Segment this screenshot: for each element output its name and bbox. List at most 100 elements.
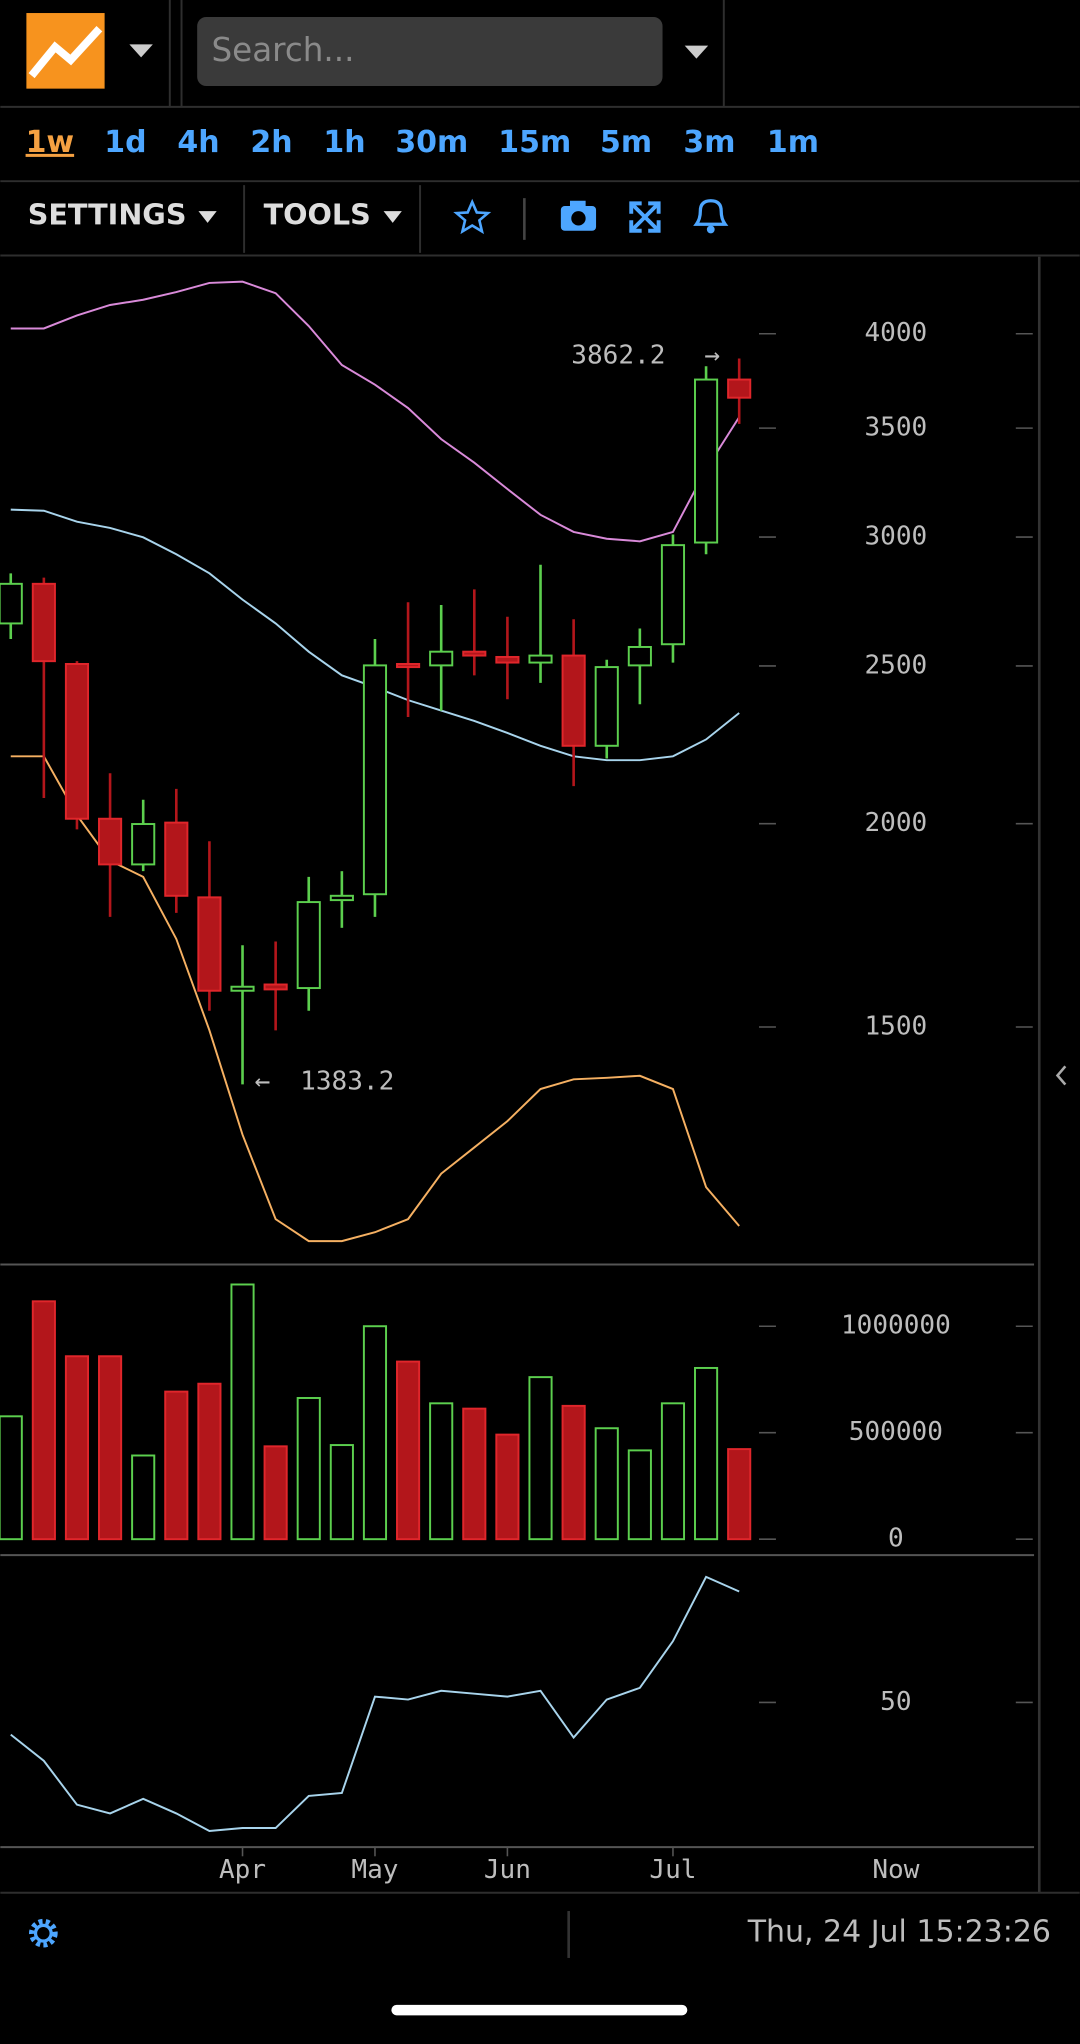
candle-body bbox=[727, 378, 752, 399]
settings-gear[interactable] bbox=[28, 1918, 58, 1948]
candle-body bbox=[31, 582, 56, 663]
y-tick-label: 3500 bbox=[864, 413, 927, 443]
timeframe-bar: 1w 1d 4h 2h 1h 30m 15m 5m 3m 1m bbox=[26, 125, 819, 160]
candle-body bbox=[660, 544, 686, 646]
volume-bar bbox=[561, 1404, 586, 1541]
volume-bar bbox=[329, 1444, 354, 1541]
timeframe-option[interactable]: 15m bbox=[498, 125, 571, 160]
band-line bbox=[10, 755, 740, 1243]
candle-body bbox=[561, 654, 586, 747]
candle-body bbox=[164, 821, 189, 897]
candle-body bbox=[694, 378, 719, 544]
volume-bar bbox=[31, 1300, 56, 1541]
alert-icon[interactable] bbox=[693, 199, 729, 234]
y-tick-label: 2000 bbox=[864, 808, 927, 838]
band-line bbox=[10, 280, 741, 543]
y-tick-label: 1000000 bbox=[841, 1311, 951, 1341]
menu-tools[interactable]: TOOLS bbox=[264, 197, 371, 231]
volume-bar bbox=[627, 1449, 652, 1541]
y-tick-label: 4000 bbox=[864, 318, 927, 348]
plot-area: 1500 2000 2500 3000 3500 4000 Apr May Jun Jul 0 500… bbox=[0, 280, 1033, 1885]
candle-body bbox=[495, 655, 520, 664]
x-end-label: Now bbox=[872, 1855, 919, 1885]
candle-body bbox=[396, 662, 421, 669]
volume-bar bbox=[694, 1366, 719, 1541]
volume-bar bbox=[64, 1355, 90, 1541]
dropdown-arrow bbox=[383, 211, 402, 223]
y-tick-label: 2500 bbox=[864, 650, 927, 680]
volume-bar bbox=[131, 1454, 156, 1541]
candle-body bbox=[462, 650, 487, 657]
candle-body bbox=[64, 662, 90, 820]
x-tick-label: Jul bbox=[649, 1855, 696, 1885]
search-box[interactable] bbox=[197, 16, 663, 87]
logo-mark bbox=[28, 26, 103, 79]
search-dropdown[interactable] bbox=[684, 45, 709, 59]
timeframe-option[interactable]: 5m bbox=[600, 125, 652, 160]
timeframe-option[interactable]: 30m bbox=[395, 125, 468, 160]
candle-body bbox=[296, 901, 321, 990]
camera-icon[interactable] bbox=[560, 200, 597, 231]
annotation-arrow: ← bbox=[255, 1066, 271, 1096]
volume-bar bbox=[362, 1325, 388, 1541]
candle-body bbox=[131, 823, 156, 866]
search-placeholder: Search... bbox=[212, 31, 355, 69]
indicator-line bbox=[10, 1575, 740, 1832]
home-indicator bbox=[391, 2004, 688, 2016]
volume-bar bbox=[594, 1427, 619, 1541]
volume-bar bbox=[263, 1445, 288, 1541]
timeframe-option[interactable]: 1w bbox=[26, 125, 75, 160]
fullscreen-icon[interactable] bbox=[629, 201, 661, 233]
candle-body bbox=[594, 666, 619, 747]
volume-bar bbox=[727, 1448, 752, 1541]
x-tick-label: Jun bbox=[484, 1855, 531, 1885]
volume-bar bbox=[396, 1360, 421, 1541]
y-tick-label: 50 bbox=[880, 1687, 911, 1717]
candle-body bbox=[0, 582, 23, 625]
volume-bar bbox=[98, 1355, 123, 1541]
volume-bar bbox=[462, 1407, 487, 1541]
volume-bar bbox=[230, 1283, 255, 1541]
y-tick-label: 0 bbox=[888, 1524, 904, 1554]
timeframe-option[interactable]: 2h bbox=[250, 125, 292, 160]
timeframe-option[interactable]: 1m bbox=[767, 125, 819, 160]
menu-settings[interactable]: SETTINGS bbox=[28, 197, 187, 231]
volume-bar bbox=[429, 1402, 454, 1541]
volume-bar bbox=[660, 1402, 686, 1541]
candle-body bbox=[528, 654, 553, 664]
candle-body bbox=[230, 985, 255, 992]
timeframe-option[interactable]: 1h bbox=[323, 125, 365, 160]
candle-body bbox=[429, 650, 454, 667]
candle-body bbox=[627, 646, 652, 667]
timeframe-option[interactable]: 3m bbox=[683, 125, 735, 160]
candle-body bbox=[98, 817, 123, 866]
volume-bar bbox=[0, 1415, 23, 1541]
y-tick-label: 3000 bbox=[864, 522, 927, 552]
logo-dropdown[interactable] bbox=[129, 44, 153, 58]
candle-body bbox=[362, 664, 388, 896]
candle-body bbox=[263, 983, 288, 991]
low-annotation: 1383.2 bbox=[300, 1066, 394, 1096]
annotation-arrow: → bbox=[704, 340, 720, 370]
candle-body bbox=[197, 896, 222, 992]
volume-bar bbox=[197, 1382, 222, 1541]
volume-bar bbox=[164, 1390, 189, 1541]
side-panel-toggle[interactable] bbox=[1055, 1065, 1067, 1086]
x-tick-label: May bbox=[351, 1855, 398, 1885]
volume-bar bbox=[495, 1433, 520, 1541]
y-tick-label: 500000 bbox=[849, 1417, 943, 1447]
y-tick-label: 1500 bbox=[864, 1012, 927, 1042]
dropdown-arrow bbox=[198, 211, 217, 223]
high-annotation: 3862.2 bbox=[571, 340, 665, 370]
x-tick-label: Apr bbox=[219, 1855, 266, 1885]
timeframe-option[interactable]: 4h bbox=[177, 125, 219, 160]
candle-body bbox=[329, 894, 354, 902]
volume-bar bbox=[296, 1397, 321, 1541]
footer-datetime: Thu, 24 Jul 15:23:26 bbox=[747, 1915, 1051, 1950]
star-icon[interactable] bbox=[453, 198, 492, 235]
timeframe-option[interactable]: 1d bbox=[104, 125, 146, 160]
volume-bar bbox=[528, 1376, 553, 1541]
